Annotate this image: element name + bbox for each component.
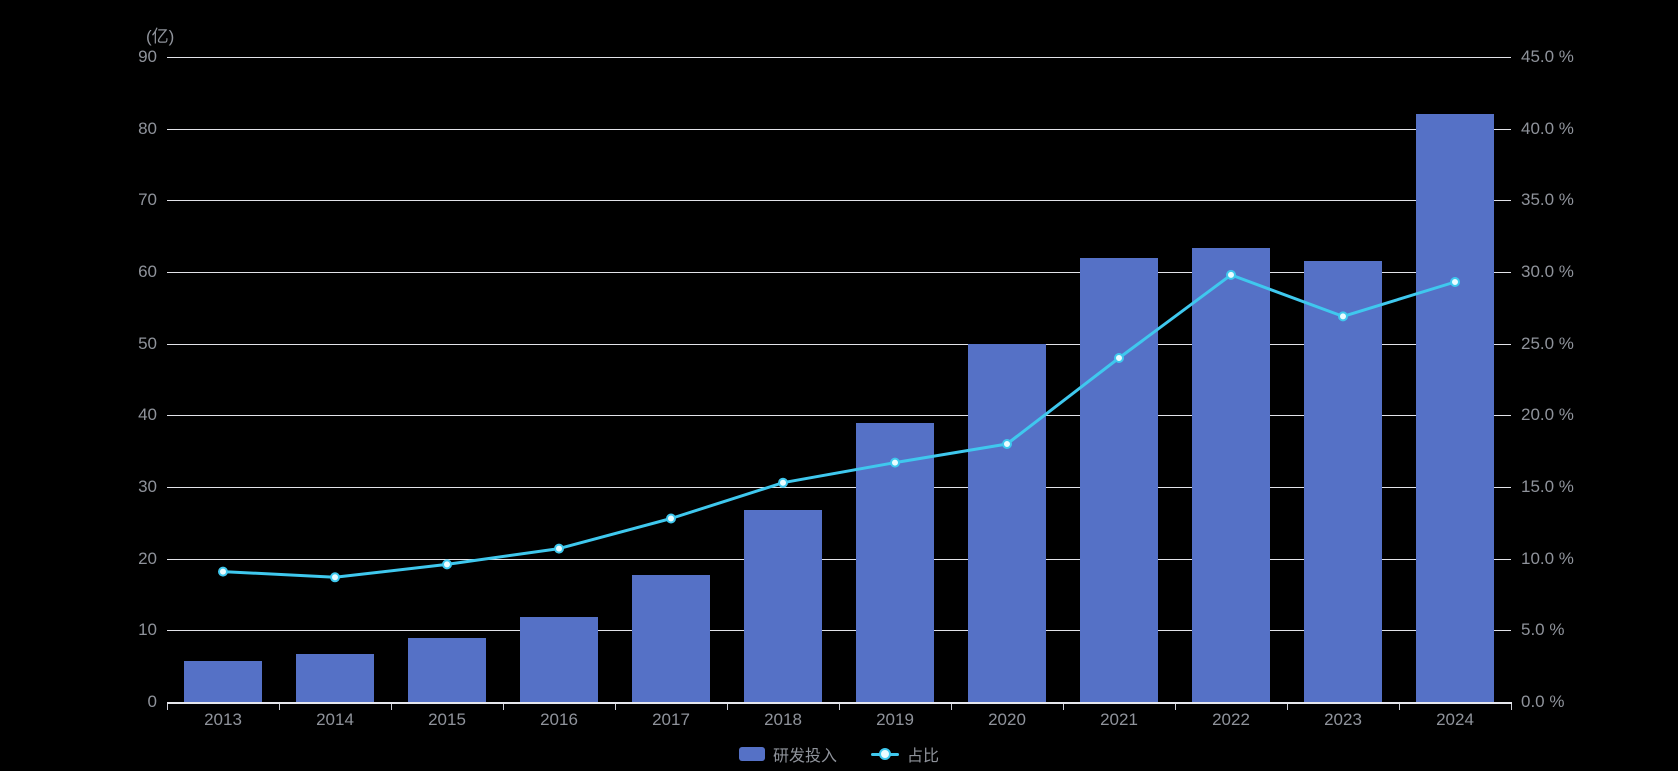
legend-label: 占比 xyxy=(907,748,940,765)
legend: 研发投入 占比 xyxy=(0,742,1678,766)
bar-2022[interactable] xyxy=(1192,248,1270,702)
x-axis-label-2014: 2014 xyxy=(316,710,354,729)
gridline-70 xyxy=(167,200,1511,202)
x-axis-tick xyxy=(167,704,168,710)
left-axis-tick-label: 30 xyxy=(138,477,157,496)
left-axis-tick-label: 10 xyxy=(138,620,157,640)
x-axis-label-2023: 2023 xyxy=(1324,710,1362,729)
line-marker-2018[interactable] xyxy=(778,477,788,488)
x-axis-tick xyxy=(1287,704,1288,710)
left-axis-tick-label: 0 xyxy=(147,692,157,711)
x-axis-line xyxy=(167,702,1512,704)
legend-label: 研发投入 xyxy=(772,748,837,765)
x-axis-tick xyxy=(1063,704,1064,710)
bar-2023[interactable] xyxy=(1304,261,1382,703)
x-axis-tick xyxy=(1399,704,1400,710)
bar-2014[interactable] xyxy=(296,654,374,702)
right-axis-tick-label: 20.0 % xyxy=(1521,405,1574,425)
legend-item-bar-series[interactable]: 研发投入 xyxy=(738,742,837,766)
legend-bar-swatch-icon xyxy=(738,747,765,761)
x-axis-tick xyxy=(279,704,280,710)
left-axis-tick-label: 70 xyxy=(138,190,157,210)
left-axis-unit-label: (亿) xyxy=(146,27,175,46)
right-axis-tick-label: 35.0 % xyxy=(1521,190,1574,210)
x-axis-label-2024: 2024 xyxy=(1436,710,1474,729)
line-marker-2013[interactable] xyxy=(218,566,228,577)
left-axis-tick-label: 20 xyxy=(138,548,157,568)
x-axis-label-2016: 2016 xyxy=(540,710,578,729)
gridline-60 xyxy=(167,272,1511,273)
gridline-10 xyxy=(167,630,1511,632)
x-axis-label-2021: 2021 xyxy=(1100,710,1138,729)
x-axis-label-2020: 2020 xyxy=(988,710,1026,729)
bar-2024[interactable] xyxy=(1416,113,1494,702)
gridline-90 xyxy=(167,57,1511,58)
x-axis-label-2019: 2019 xyxy=(876,710,914,729)
x-axis-tick xyxy=(1175,704,1176,710)
line-marker-2015[interactable] xyxy=(442,559,452,570)
right-axis-tick-label: 45.0 % xyxy=(1521,47,1574,66)
left-axis-tick-label: 60 xyxy=(138,262,157,281)
left-axis-tick-label: 80 xyxy=(138,118,157,138)
right-axis-tick-label: 40.0 % xyxy=(1521,118,1574,138)
x-axis-tick xyxy=(727,704,728,710)
line-marker-2016[interactable] xyxy=(554,543,564,554)
bar-2019[interactable] xyxy=(856,422,934,702)
x-axis-label-2017: 2017 xyxy=(652,710,690,729)
x-axis-label-2022: 2022 xyxy=(1212,710,1250,729)
bar-2020[interactable] xyxy=(968,344,1046,702)
bar-2018[interactable] xyxy=(744,509,822,702)
x-axis-label-2018: 2018 xyxy=(764,710,802,729)
x-axis-tick xyxy=(615,704,616,710)
left-axis-tick-label: 90 xyxy=(138,47,157,66)
right-axis-tick-label: 15.0 % xyxy=(1521,477,1574,496)
right-axis-tick-label: 10.0 % xyxy=(1521,548,1574,568)
bar-2021[interactable] xyxy=(1080,258,1158,702)
line-series xyxy=(222,273,1456,579)
left-axis-tick-label: 50 xyxy=(138,333,157,353)
x-axis-tick xyxy=(391,704,392,710)
x-axis-tick xyxy=(839,704,840,710)
x-axis-label-2013: 2013 xyxy=(204,710,242,729)
gridline-80 xyxy=(167,128,1511,130)
right-axis-tick-label: 25.0 % xyxy=(1521,333,1574,353)
right-axis-tick-label: 5.0 % xyxy=(1521,620,1565,640)
bar-2015[interactable] xyxy=(408,637,486,702)
x-axis-tick xyxy=(1511,704,1512,710)
legend-item-line-series[interactable]: 占比 xyxy=(871,742,939,766)
x-axis-label-2015: 2015 xyxy=(428,710,466,729)
x-axis-tick xyxy=(503,704,504,710)
bar-2016[interactable] xyxy=(520,616,598,702)
left-axis-tick-label: 40 xyxy=(138,405,157,425)
right-axis-tick-label: 30.0 % xyxy=(1521,262,1574,281)
legend-line-dot-icon xyxy=(871,747,899,761)
line-marker-2014[interactable] xyxy=(330,572,340,583)
x-axis-tick xyxy=(951,704,952,710)
line-marker-2017[interactable] xyxy=(666,513,676,524)
bar-2017[interactable] xyxy=(632,575,710,702)
right-axis-tick-label: 0.0 % xyxy=(1521,692,1565,711)
legend-line-marker xyxy=(879,748,891,760)
bar-2013[interactable] xyxy=(184,661,262,702)
